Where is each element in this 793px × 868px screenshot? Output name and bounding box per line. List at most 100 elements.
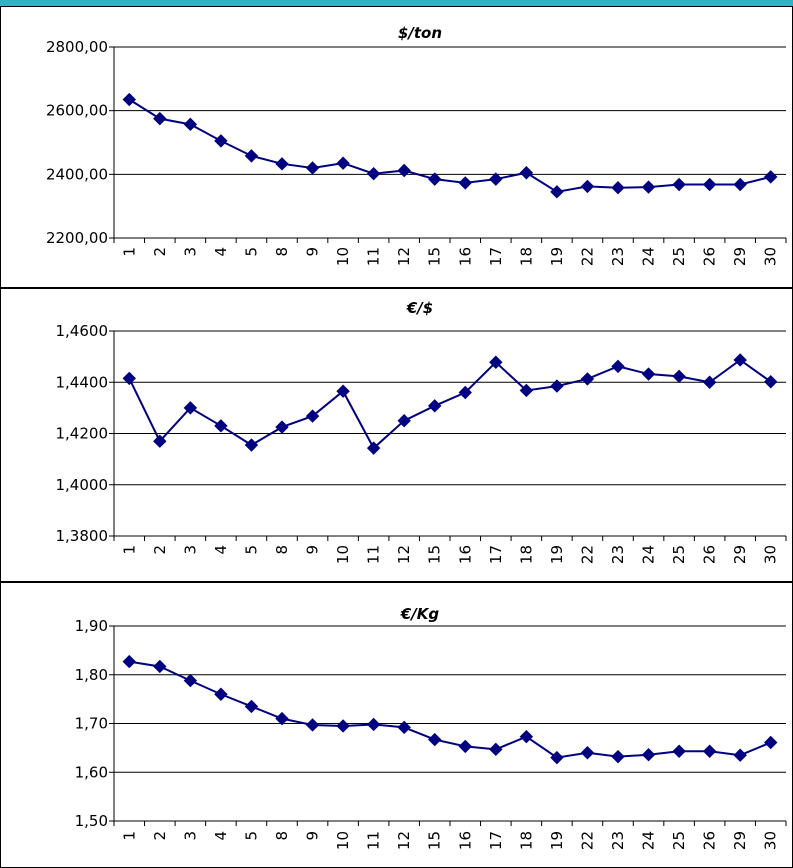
x-tick-label: 22	[578, 247, 596, 266]
data-point	[214, 687, 228, 701]
data-point	[611, 359, 625, 374]
x-tick-label: 10	[334, 831, 352, 850]
x-tick-label: 25	[670, 247, 688, 266]
x-tick-label: 30	[762, 545, 780, 564]
y-tick-label: 1,4000	[56, 476, 109, 494]
series-line	[129, 660, 772, 759]
data-point	[244, 149, 259, 163]
y-tick-label: 2800,00	[46, 38, 108, 56]
data-point	[397, 720, 411, 735]
x-tick-label: 22	[578, 831, 596, 850]
x-tick-label: 29	[731, 545, 749, 564]
x-tick-label: 23	[609, 247, 627, 266]
x-tick-label: 17	[487, 831, 505, 850]
x-tick-label: 26	[701, 831, 719, 850]
chart-panel-eur-per-kg: €/Kg 1,50 1,60 1,70 1,80 1,90 1 2 3 4 5 8 9 10 11 12 15 1…	[0, 582, 793, 868]
x-tick-label: 24	[640, 831, 658, 850]
data-point	[458, 176, 472, 190]
data-point	[153, 659, 167, 674]
x-tick-label: 18	[517, 831, 535, 850]
y-tick-label: 1,60	[75, 763, 108, 781]
data-point	[366, 441, 381, 455]
data-point	[764, 170, 778, 184]
data-point	[214, 419, 228, 433]
data-point	[244, 438, 259, 452]
x-tick-label: 26	[701, 545, 719, 564]
data-point	[122, 654, 136, 669]
x-tick-label: 19	[548, 545, 566, 564]
data-point	[244, 699, 259, 714]
data-point	[153, 111, 167, 126]
x-tick-label: 3	[181, 831, 199, 841]
chart-eur-per-kg: €/Kg1,501,601,701,801,901 2 3 4 5 8 9 10 11 12 15 1…	[75, 605, 787, 850]
x-tick-label: 30	[762, 831, 780, 850]
x-tick-label: 9	[304, 247, 322, 257]
data-point	[214, 134, 228, 148]
data-point	[458, 385, 472, 400]
data-point	[489, 172, 503, 186]
data-point	[580, 746, 595, 760]
data-point	[672, 369, 686, 384]
series-line	[128, 358, 772, 450]
x-tick-label: 2	[151, 545, 169, 555]
x-tick-label: 23	[609, 831, 627, 850]
x-tick-label: 25	[670, 545, 688, 564]
x-tick-label: 26	[701, 247, 719, 266]
data-point	[397, 163, 411, 178]
x-tick-label: 10	[334, 247, 352, 266]
x-tick-label: 8	[273, 831, 291, 841]
data-point	[489, 742, 503, 757]
data-point	[702, 744, 717, 758]
y-tick-label: 2600,00	[46, 102, 108, 120]
data-point	[733, 177, 747, 192]
x-tick-label: 3	[181, 247, 199, 257]
x-tick-label: 15	[426, 545, 444, 564]
data-point	[183, 117, 198, 132]
data-point	[550, 185, 564, 199]
data-point	[489, 355, 503, 369]
data-point	[275, 157, 289, 171]
data-point	[336, 384, 350, 398]
y-tick-label: 1,3800	[56, 527, 109, 545]
x-tick-label: 9	[304, 831, 322, 841]
data-point	[122, 371, 136, 386]
data-point	[428, 172, 442, 186]
data-point	[672, 177, 686, 192]
data-point	[764, 735, 778, 750]
data-point	[641, 180, 656, 194]
x-tick-label: 29	[731, 831, 749, 850]
data-point	[183, 401, 198, 415]
data-point	[519, 729, 534, 744]
y-tick-label: 2200,00	[46, 229, 108, 247]
x-tick-label: 10	[334, 545, 352, 564]
x-tick-label: 5	[242, 247, 260, 257]
x-tick-label: 17	[487, 545, 505, 564]
x-tick-label: 16	[456, 247, 474, 266]
x-tick-label: 19	[548, 247, 566, 266]
x-tick-label: 1	[120, 247, 138, 257]
x-tick-label: 22	[578, 545, 596, 564]
data-point	[611, 749, 625, 764]
data-point	[428, 399, 442, 413]
x-tick-label: 11	[365, 247, 383, 266]
y-tick-label: 1,4200	[56, 425, 109, 443]
data-point	[550, 750, 564, 765]
data-point	[397, 413, 411, 428]
data-point	[641, 747, 656, 762]
x-tick-label: 1	[120, 831, 138, 841]
x-tick-label: 25	[670, 831, 688, 850]
data-point	[764, 375, 778, 389]
y-tick-label: 1,70	[75, 715, 108, 733]
x-tick-label: 8	[273, 247, 291, 257]
data-point	[733, 353, 747, 367]
x-tick-label: 2	[151, 831, 169, 841]
x-tick-label: 24	[640, 247, 658, 266]
data-point	[702, 375, 717, 389]
x-tick-label: 15	[426, 831, 444, 850]
x-tick-label: 5	[242, 831, 260, 841]
x-tick-label: 17	[487, 247, 505, 266]
data-point	[641, 367, 656, 381]
data-point	[122, 92, 136, 107]
